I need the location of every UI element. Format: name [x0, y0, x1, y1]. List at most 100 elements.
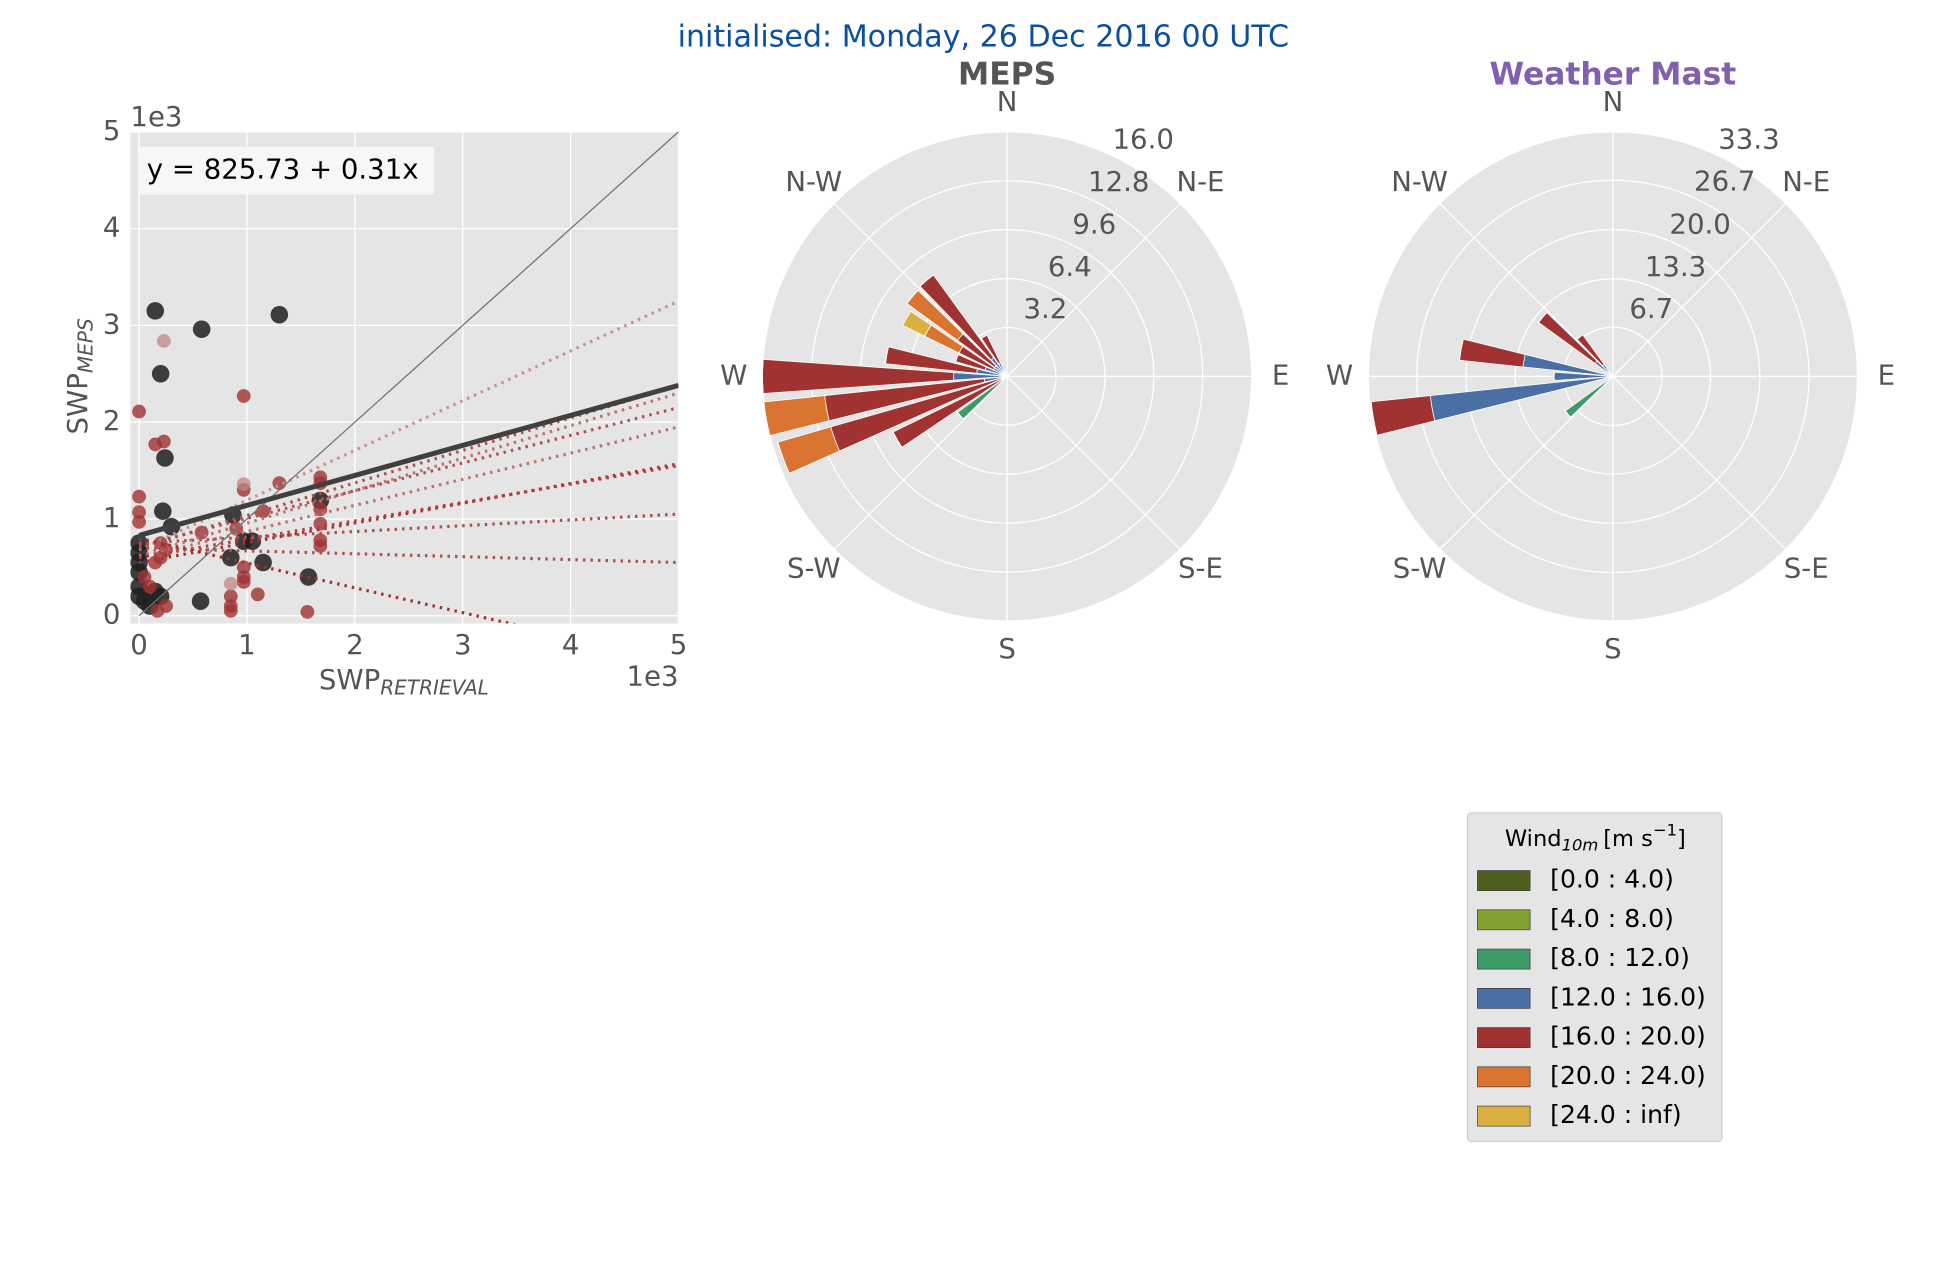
reference-line [138, 131, 679, 617]
legend-label: [16.0 : 20.0) [1550, 1022, 1706, 1051]
direction-label: N-W [1391, 165, 1448, 198]
direction-label: W [720, 358, 747, 391]
grid-spoke [1612, 375, 1787, 550]
grid-spoke [1439, 375, 1614, 550]
grid-spoke [1612, 203, 1787, 377]
legend-swatch [1477, 1066, 1531, 1088]
scatter-point [146, 302, 165, 320]
scatter-point [156, 333, 171, 348]
scatter-point [254, 553, 272, 572]
r-tick-label: 3.2 [1023, 292, 1067, 325]
scatter-point [151, 364, 170, 383]
legend-box [1466, 812, 1723, 1143]
rose-bar [981, 334, 988, 339]
scatter-point [250, 587, 265, 602]
scatter-point [159, 599, 173, 613]
reference-line [138, 382, 679, 538]
r-tick-label: 26.7 [1694, 165, 1755, 198]
scatter-point [156, 449, 174, 467]
scatter-point [236, 477, 251, 492]
y-tick-label: 5 [103, 114, 121, 147]
y-axis-label-main: SWP [61, 373, 94, 434]
scatter-point [132, 489, 146, 504]
direction-label: S-W [787, 552, 841, 585]
x-axis-label-sub: RETRIEVAL [380, 675, 489, 699]
figure-title: initialised: Monday, 26 Dec 2016 00 UTC [678, 19, 1289, 54]
rose-bar [885, 346, 889, 364]
r-tick-label: 33.3 [1718, 123, 1779, 156]
scatter-point [236, 560, 251, 575]
direction-label: N [997, 85, 1018, 118]
scatter-point [191, 592, 210, 610]
legend-title-main: Wind [1505, 826, 1562, 852]
rose-bar [957, 412, 964, 420]
x-tick-label: 4 [562, 628, 580, 661]
y-axis-label-sub: MEPS [73, 318, 97, 373]
x-tick-label: 0 [130, 628, 148, 661]
y-tick-label: 0 [103, 598, 121, 631]
legend-label: [12.0 : 16.0) [1550, 982, 1706, 1011]
scatter-point [132, 404, 146, 419]
x-tick-label: 3 [454, 628, 472, 661]
y-axis-label: SWPMEPS [61, 318, 97, 434]
rose-bar [777, 442, 790, 474]
direction-label: S [998, 632, 1016, 665]
scatter-point [313, 516, 328, 531]
scatter-point [221, 548, 240, 567]
y-tick-label: 3 [103, 307, 121, 340]
legend-title: Wind10m [m s−1] [1505, 820, 1686, 854]
scatter-point [156, 434, 171, 449]
reference-line [138, 536, 517, 624]
grid-spoke [1006, 203, 1181, 377]
scatter-point [148, 555, 163, 570]
grid-spoke [833, 375, 1008, 550]
direction-label: N-E [1782, 165, 1830, 198]
reference-line [138, 464, 679, 560]
legend-label: [20.0 : 24.0) [1550, 1061, 1706, 1090]
scatter-point [236, 574, 251, 589]
x-tick-label: 2 [346, 628, 364, 661]
grid-spoke [1439, 203, 1614, 377]
scatter-point [192, 320, 211, 339]
reference-line [138, 462, 679, 565]
x-axis-label-main: SWP [319, 663, 380, 696]
legend-label: [8.0 : 12.0) [1550, 943, 1690, 972]
scatter-point [300, 604, 315, 619]
legend-swatch [1477, 909, 1531, 931]
subplot-title: MEPS [958, 56, 1056, 92]
scatter-point [137, 570, 152, 584]
x-offset-label: 1e3 [626, 659, 678, 692]
r-tick-label: 9.6 [1072, 207, 1116, 240]
rose-bar [919, 274, 934, 287]
scatter-point [270, 305, 289, 324]
direction-label: E [1272, 358, 1289, 391]
scatter-point [223, 589, 238, 604]
direction-label: N-W [785, 165, 842, 198]
scatter-point [132, 505, 146, 520]
subplot-title: Weather Mast [1490, 56, 1737, 92]
scatter-point [236, 389, 251, 403]
r-tick-label: 13.3 [1645, 250, 1706, 283]
plot-area [130, 131, 679, 624]
rose-bar [892, 431, 903, 448]
r-tick-label: 6.7 [1629, 292, 1673, 325]
annotation: y = 825.73 + 0.31x [147, 153, 419, 186]
rose-bar [1565, 410, 1571, 418]
x-tick-label: 1 [238, 628, 256, 661]
x-tick-label: 5 [670, 628, 688, 661]
direction-label: S-E [1784, 552, 1829, 585]
legend-title-unit: [m s [1603, 826, 1653, 852]
legend-label: [0.0 : 4.0) [1550, 865, 1674, 894]
r-tick-label: 12.8 [1088, 165, 1149, 198]
legend-title-sup: −1 [1653, 820, 1677, 839]
legend-swatch [1477, 948, 1531, 970]
y-tick-label: 4 [103, 211, 121, 244]
direction-label: E [1878, 358, 1895, 391]
x-axis-label: SWPRETRIEVAL [319, 663, 489, 699]
y-offset-label: 1e3 [130, 100, 182, 133]
legend-swatch [1477, 1105, 1531, 1127]
scatter-point [154, 502, 172, 520]
legend-title-sub: 10m [1562, 835, 1599, 854]
y-tick-label: 2 [103, 404, 121, 437]
